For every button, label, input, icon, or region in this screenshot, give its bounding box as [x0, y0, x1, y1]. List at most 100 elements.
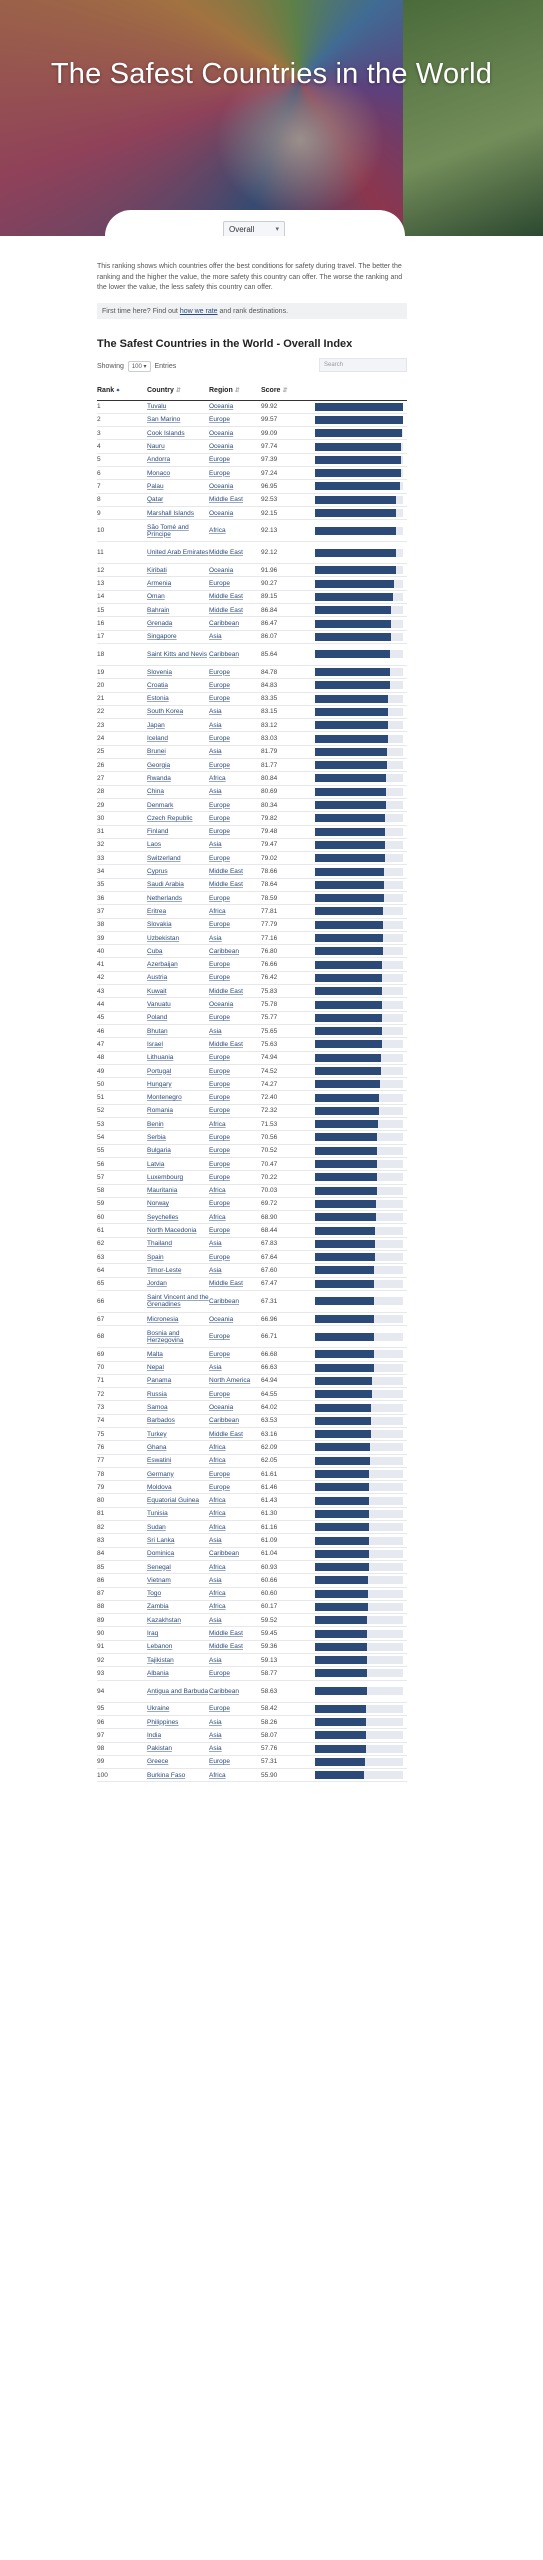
- country-cell[interactable]: Equatorial Guinea: [147, 1493, 209, 1508]
- country-cell[interactable]: Nauru: [147, 439, 209, 454]
- region-value[interactable]: Asia: [209, 1364, 222, 1372]
- region-value[interactable]: Middle East: [209, 593, 243, 601]
- country-value[interactable]: Bhutan: [147, 1027, 168, 1035]
- country-cell[interactable]: San Marino: [147, 413, 209, 428]
- country-value[interactable]: Montenegro: [147, 1094, 182, 1102]
- region-cell[interactable]: Asia: [209, 1728, 261, 1743]
- region-cell[interactable]: Oceania: [209, 506, 261, 521]
- country-cell[interactable]: Benin: [147, 1117, 209, 1132]
- region-cell[interactable]: Africa: [209, 1117, 261, 1132]
- country-cell[interactable]: Azerbaijan: [147, 957, 209, 972]
- country-cell[interactable]: Georgia: [147, 758, 209, 773]
- region-value[interactable]: Asia: [209, 1576, 222, 1584]
- country-cell[interactable]: Tajikistan: [147, 1653, 209, 1668]
- region-cell[interactable]: Europe: [209, 798, 261, 813]
- region-value[interactable]: Europe: [209, 1333, 230, 1341]
- country-value[interactable]: Vanuatu: [147, 1001, 171, 1009]
- region-value[interactable]: Europe: [209, 416, 230, 424]
- country-value[interactable]: Luxembourg: [147, 1173, 184, 1181]
- country-value[interactable]: Oman: [147, 593, 165, 601]
- region-cell[interactable]: Africa: [209, 1560, 261, 1575]
- region-value[interactable]: Europe: [209, 1200, 230, 1208]
- region-cell[interactable]: Europe: [209, 1144, 261, 1158]
- region-cell[interactable]: Europe: [209, 891, 261, 906]
- region-cell[interactable]: Middle East: [209, 590, 261, 605]
- country-value[interactable]: Burkina Faso: [147, 1771, 186, 1779]
- region-cell[interactable]: Africa: [209, 1587, 261, 1601]
- region-value[interactable]: Africa: [209, 1510, 226, 1518]
- country-cell[interactable]: Tunisia: [147, 1507, 209, 1522]
- country-value[interactable]: Czech Republic: [147, 814, 193, 822]
- region-value[interactable]: Africa: [209, 1443, 226, 1451]
- region-value[interactable]: Middle East: [209, 1643, 243, 1651]
- country-value[interactable]: Japan: [147, 721, 165, 729]
- country-cell[interactable]: Armenia: [147, 576, 209, 591]
- country-value[interactable]: Cook Islands: [147, 429, 185, 437]
- region-cell[interactable]: Africa: [209, 519, 261, 543]
- region-value[interactable]: Europe: [209, 921, 230, 929]
- country-value[interactable]: Dominica: [147, 1550, 175, 1558]
- region-value[interactable]: Europe: [209, 1054, 230, 1062]
- region-value[interactable]: Africa: [209, 1563, 226, 1571]
- region-cell[interactable]: Africa: [209, 1454, 261, 1468]
- region-value[interactable]: Europe: [209, 961, 230, 969]
- region-cell[interactable]: Europe: [209, 678, 261, 693]
- region-value[interactable]: Middle East: [209, 1040, 243, 1048]
- country-cell[interactable]: Sudan: [147, 1520, 209, 1535]
- region-value[interactable]: Europe: [209, 801, 230, 809]
- country-cell[interactable]: Brunei: [147, 745, 209, 760]
- region-value[interactable]: Africa: [209, 1120, 226, 1128]
- country-value[interactable]: Portugal: [147, 1067, 172, 1075]
- country-value[interactable]: Greece: [147, 1758, 169, 1766]
- country-cell[interactable]: China: [147, 785, 209, 799]
- country-cell[interactable]: Cuba: [147, 944, 209, 959]
- country-cell[interactable]: Tuvalu: [147, 400, 209, 414]
- region-value[interactable]: Asia: [209, 1616, 222, 1624]
- country-value[interactable]: Zambia: [147, 1603, 169, 1611]
- country-cell[interactable]: Burkina Faso: [147, 1768, 209, 1783]
- region-cell[interactable]: Caribbean: [209, 1414, 261, 1428]
- country-cell[interactable]: Iceland: [147, 731, 209, 746]
- country-value[interactable]: Kiribati: [147, 566, 167, 574]
- region-cell[interactable]: Africa: [209, 1184, 261, 1198]
- country-value[interactable]: Thailand: [147, 1240, 172, 1248]
- country-cell[interactable]: Saint Kitts and Nevis: [147, 643, 209, 666]
- region-cell[interactable]: Middle East: [209, 541, 261, 565]
- country-cell[interactable]: Slovenia: [147, 665, 209, 680]
- country-cell[interactable]: Singapore: [147, 630, 209, 644]
- region-value[interactable]: Africa: [209, 1590, 226, 1598]
- country-value[interactable]: Eswatini: [147, 1457, 172, 1465]
- region-cell[interactable]: Europe: [209, 1130, 261, 1145]
- region-value[interactable]: Africa: [209, 1771, 226, 1779]
- region-cell[interactable]: Caribbean: [209, 616, 261, 631]
- country-cell[interactable]: Palau: [147, 479, 209, 494]
- country-value[interactable]: Poland: [147, 1014, 168, 1022]
- country-value[interactable]: Singapore: [147, 633, 177, 641]
- country-cell[interactable]: Norway: [147, 1197, 209, 1212]
- region-value[interactable]: Caribbean: [209, 1687, 239, 1695]
- country-cell[interactable]: Saint Vincent and the Grenadines: [147, 1290, 209, 1313]
- country-cell[interactable]: South Korea: [147, 705, 209, 720]
- region-cell[interactable]: Europe: [209, 1467, 261, 1482]
- region-cell[interactable]: Europe: [209, 1051, 261, 1065]
- region-value[interactable]: Middle East: [209, 1280, 243, 1288]
- region-cell[interactable]: Middle East: [209, 984, 261, 999]
- country-cell[interactable]: Micronesia: [147, 1312, 209, 1327]
- country-cell[interactable]: Ukraine: [147, 1702, 209, 1716]
- region-cell[interactable]: Asia: [209, 1742, 261, 1756]
- country-value[interactable]: Ghana: [147, 1443, 167, 1451]
- country-cell[interactable]: Kiribati: [147, 563, 209, 578]
- region-value[interactable]: Europe: [209, 1470, 230, 1478]
- country-value[interactable]: Moldova: [147, 1483, 172, 1491]
- country-cell[interactable]: Netherlands: [147, 891, 209, 906]
- region-value[interactable]: Europe: [209, 681, 230, 689]
- entries-select[interactable]: 100 ▾: [127, 360, 151, 372]
- country-value[interactable]: Russia: [147, 1390, 167, 1398]
- region-value[interactable]: Asia: [209, 1537, 222, 1544]
- country-cell[interactable]: Timor-Leste: [147, 1263, 209, 1278]
- region-value[interactable]: Oceania: [209, 403, 234, 411]
- region-value[interactable]: Europe: [209, 1758, 230, 1766]
- region-cell[interactable]: Africa: [209, 1507, 261, 1522]
- country-cell[interactable]: Rwanda: [147, 771, 209, 786]
- region-cell[interactable]: Europe: [209, 851, 261, 866]
